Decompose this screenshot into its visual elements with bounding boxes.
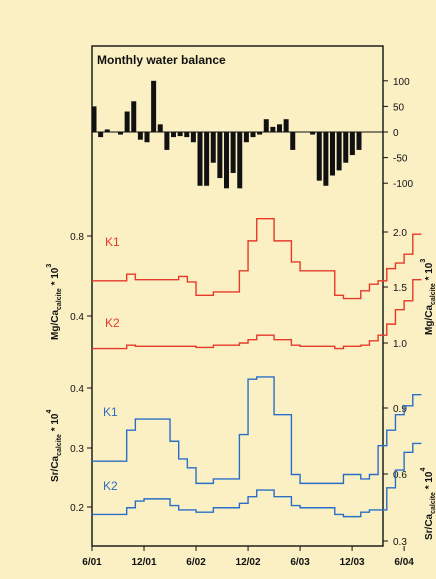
sr-left-axis-label-part: Sr/Ca xyxy=(50,455,61,482)
water-balance-bar xyxy=(257,132,263,135)
mg-series-k2-label: K2 xyxy=(105,316,120,330)
mg-right-tick-label: 1.5 xyxy=(393,283,407,294)
water-balance-bar xyxy=(263,119,269,132)
sr-series-k2-label: K2 xyxy=(103,479,118,493)
water-balance-bar xyxy=(144,132,150,143)
water-balance-bar xyxy=(98,132,104,138)
water-balance-bar xyxy=(303,132,309,133)
water-balance-bar xyxy=(164,132,170,150)
mg-right-axis-label-part: Mg/Ca xyxy=(424,305,435,335)
x-axis-tick-label: 12/03 xyxy=(340,557,365,568)
water-balance-right-tick-label: 0 xyxy=(393,128,399,139)
water-balance-bar xyxy=(137,132,143,140)
water-balance-bar xyxy=(91,106,97,132)
water-balance-bar xyxy=(296,132,302,133)
water-balance-bar xyxy=(224,132,229,189)
mg-left-axis-label-part: 3 xyxy=(46,264,53,268)
water-balance-right-tick-label: 100 xyxy=(393,77,410,88)
sr-right-axis-label-part: calcite xyxy=(430,492,436,514)
water-balance-title: Monthly water balance xyxy=(97,53,226,67)
x-axis-tick-label: 6/02 xyxy=(186,557,206,568)
mg-left-axis-label: Mg/Cacalcite * 103 xyxy=(46,264,63,340)
mg-left-tick-label: 0.8 xyxy=(70,232,84,243)
sr-left-axis-label-part: 4 xyxy=(46,410,53,414)
water-balance-right-tick-label: 50 xyxy=(393,102,405,113)
water-balance-bar xyxy=(124,111,130,132)
water-balance-bar xyxy=(184,132,190,138)
water-balance-bar xyxy=(283,119,289,132)
water-balance-bar xyxy=(290,132,296,150)
sr-right-tick-label: 0.6 xyxy=(393,470,407,481)
sr-left-tick-label: 0.2 xyxy=(70,503,84,514)
sr-right-axis-label-part: * 10 xyxy=(424,471,435,492)
sr-series-k1-line xyxy=(92,376,422,485)
x-axis-tick-label: 6/04 xyxy=(394,557,414,568)
plot-frame xyxy=(91,45,384,547)
x-axis-tick-label: 12/01 xyxy=(132,557,157,568)
mg-right-axis-label-part: calcite xyxy=(430,283,436,305)
water-balance-bar xyxy=(190,132,196,143)
mg-left-axis-label-part: Mg/Ca xyxy=(50,310,61,340)
mg-series-k2-line xyxy=(92,279,422,350)
water-balance-bar xyxy=(343,132,349,163)
mg-right-axis-label: Mg/Cacalcite * 103 xyxy=(420,259,436,335)
mg-left-axis-label-part: calcite xyxy=(56,288,63,310)
mg-right-axis-label-part: 3 xyxy=(420,259,427,263)
water-balance-bar xyxy=(250,132,256,138)
water-balance-bar xyxy=(316,132,322,181)
mg-right-tick-label: 2.0 xyxy=(393,228,407,239)
water-balance-bar xyxy=(151,80,157,132)
mg-right-tick-label: 1.0 xyxy=(393,339,407,350)
water-balance-bar xyxy=(356,132,362,150)
mg-left-tick-label: 0.4 xyxy=(70,312,84,323)
water-balance-right-tick-label: -100 xyxy=(393,179,413,190)
water-balance-bar xyxy=(210,132,216,163)
sr-left-axis-label-part: * 10 xyxy=(50,413,61,434)
water-balance-bar xyxy=(197,132,203,186)
sr-left-tick-label: 0.3 xyxy=(70,444,84,455)
water-balance-bar xyxy=(323,132,329,186)
water-balance-bar xyxy=(270,126,276,132)
sr-left-axis-label: Sr/Cacalcite * 104 xyxy=(46,410,63,483)
water-balance-right-tick-label: -50 xyxy=(393,154,408,165)
water-balance-bar xyxy=(230,132,236,173)
mg-left-axis-label-part: * 10 xyxy=(50,267,61,288)
water-balance-bar xyxy=(111,132,117,133)
mg-series-k1-label: K1 xyxy=(105,235,120,249)
water-balance-bar xyxy=(104,129,110,132)
sr-right-axis-label-part: 4 xyxy=(420,468,427,472)
water-balance-bar xyxy=(131,101,137,132)
water-balance-bar xyxy=(310,132,316,135)
water-balance-bar xyxy=(217,132,223,179)
water-balance-bar xyxy=(277,124,282,132)
water-balance-bar xyxy=(330,132,335,176)
water-balance-bar xyxy=(171,132,176,138)
x-axis-tick-label: 6/01 xyxy=(82,557,102,568)
water-balance-bar xyxy=(243,132,249,143)
sr-right-axis-label-part: Sr/Ca xyxy=(424,513,435,540)
mg-right-axis-label-part: * 10 xyxy=(424,262,435,283)
water-balance-bar xyxy=(204,132,210,186)
water-balance-bar xyxy=(177,132,183,137)
sr-left-axis-label-part: calcite xyxy=(56,434,63,456)
x-axis-tick-label: 12/02 xyxy=(236,557,261,568)
water-balance-bar xyxy=(157,124,163,132)
water-balance-bar xyxy=(349,132,355,156)
water-balance-bar xyxy=(118,132,123,135)
sr-left-tick-label: 0.4 xyxy=(70,384,84,395)
sr-series-k2-line xyxy=(92,442,422,518)
sr-right-tick-label: 0.3 xyxy=(393,537,407,548)
sr-right-tick-label: 0.9 xyxy=(393,404,407,415)
x-axis-tick-label: 6/03 xyxy=(290,557,310,568)
sr-series-k1-label: K1 xyxy=(103,405,118,419)
sr-right-axis-label: Sr/Cacalcite * 104 xyxy=(420,468,436,541)
mg-series-k1-line xyxy=(92,217,422,300)
water-balance-bar xyxy=(336,132,342,171)
water-balance-bar xyxy=(237,132,243,189)
